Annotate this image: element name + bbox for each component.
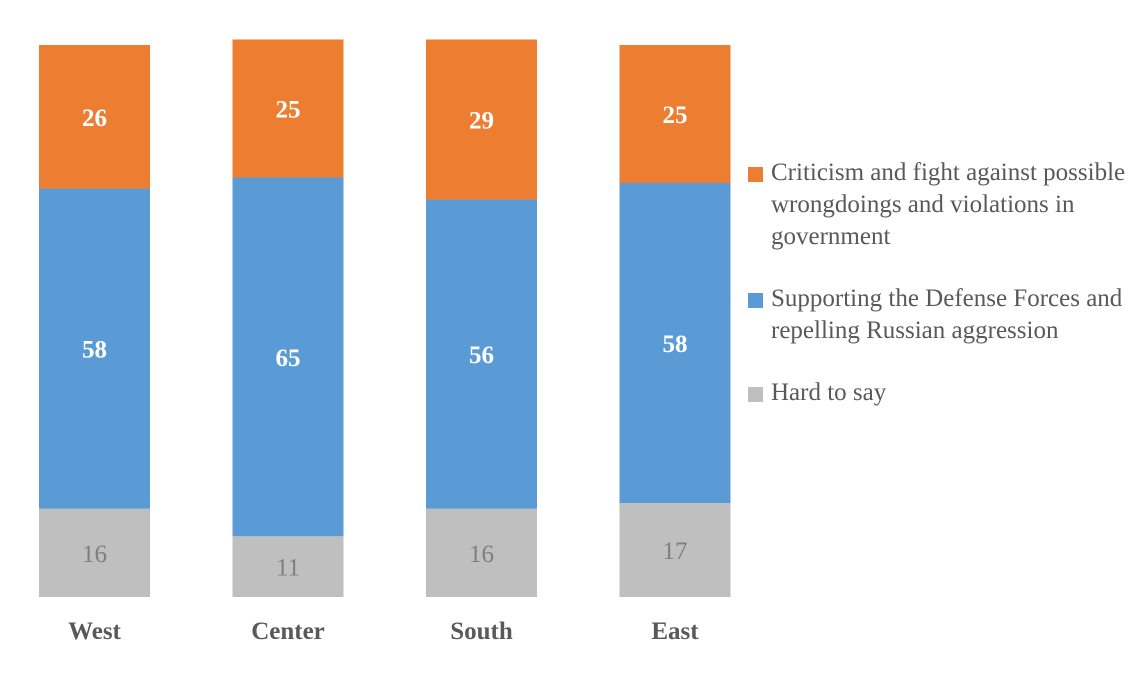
data-label-center-criticism-and-fight-against-po: 25	[276, 96, 301, 123]
bar-east-supporting-the-defense-forces-	[619, 183, 731, 504]
legend-swatch-criticism	[748, 167, 763, 182]
legend-item-criticism: Criticism and fight against possible wro…	[748, 157, 1128, 253]
bar-west-criticism-and-fight-against-po	[39, 45, 150, 189]
bar-center-criticism-and-fight-against-po	[232, 39, 344, 178]
bar-south-criticism-and-fight-against-po	[426, 39, 537, 200]
legend: Criticism and fight against possible wro…	[748, 157, 1128, 439]
data-label-east-supporting-the-defense-forces-: 58	[663, 331, 688, 358]
x-tick-label-west: West	[68, 618, 121, 645]
data-label-center-hard-to-say: 11	[276, 555, 300, 582]
bar-west-supporting-the-defense-forces-	[39, 188, 150, 509]
data-label-south-hard-to-say: 16	[469, 541, 494, 568]
legend-label-supporting: Supporting the Defense Forces and repell…	[771, 285, 1123, 344]
x-tick-label-center: Center	[251, 618, 325, 645]
legend-item-hard-to-say: Hard to say	[748, 377, 1128, 409]
data-label-south-criticism-and-fight-against-po: 29	[469, 108, 494, 135]
bar-east-criticism-and-fight-against-po	[619, 45, 731, 183]
data-label-west-supporting-the-defense-forces-: 58	[82, 337, 107, 364]
bar-center-hard-to-say	[232, 536, 344, 597]
data-label-west-criticism-and-fight-against-po: 26	[82, 105, 107, 132]
bar-center-supporting-the-defense-forces-	[232, 177, 344, 537]
bar-west-hard-to-say	[39, 508, 150, 597]
x-tick-label-south: South	[450, 618, 513, 645]
legend-swatch-supporting	[748, 293, 763, 308]
legend-label-criticism: Criticism and fight against possible wro…	[771, 159, 1126, 250]
bar-east-hard-to-say	[619, 503, 731, 597]
legend-swatch-hard-to-say	[748, 387, 763, 402]
bar-south-supporting-the-defense-forces-	[426, 199, 537, 509]
legend-label-hard-to-say: Hard to say	[771, 379, 887, 406]
bar-south-hard-to-say	[426, 508, 537, 597]
data-label-east-hard-to-say: 17	[663, 538, 688, 565]
data-label-east-criticism-and-fight-against-po: 25	[663, 102, 688, 129]
legend-item-supporting: Supporting the Defense Forces and repell…	[748, 283, 1128, 347]
data-label-center-supporting-the-defense-forces-: 65	[276, 345, 301, 372]
data-label-south-supporting-the-defense-forces-: 56	[469, 342, 494, 369]
x-tick-label-east: East	[651, 618, 699, 645]
data-label-west-hard-to-say: 16	[82, 541, 107, 568]
